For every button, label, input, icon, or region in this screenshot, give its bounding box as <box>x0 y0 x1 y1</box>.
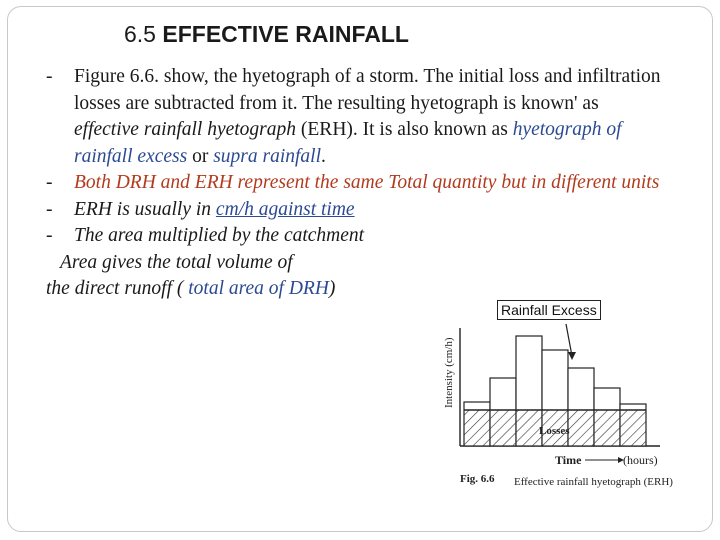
bullet-1: - Figure 6.6. show, the hyetograph of a … <box>46 66 661 167</box>
bullet-2: - Both DRH and ERH represent the same To… <box>46 172 660 193</box>
callout-arrow <box>565 323 573 357</box>
slide-title: 6.5 EFFECTIVE RAINFALL <box>124 21 409 48</box>
y-axis-label: Intensity (cm/h) <box>443 337 455 408</box>
figure-number: Fig. 6.6 <box>460 473 495 485</box>
bullet-4: - The area multiplied by the catchment <box>46 225 365 246</box>
units-link[interactable]: cm/h against time <box>215 198 355 220</box>
hours-label: (hours) <box>623 453 658 467</box>
losses-band <box>463 409 647 447</box>
rainfall-excess-callout: Rainfall Excess <box>497 300 601 320</box>
bullet-list: - Figure 6.6. show, the hyetograph of a … <box>46 64 666 303</box>
title-number: 6.5 <box>124 21 156 47</box>
bullet-3: - ERH is usually in cm/h against time <box>46 198 355 220</box>
title-text: EFFECTIVE RAINFALL <box>162 21 409 47</box>
figure-caption: Effective rainfall hyetograph (ERH) <box>514 476 673 488</box>
time-label: Time <box>555 453 582 467</box>
erh-figure: Intensity (cm/h) Losses Time (hours) Fig… <box>438 322 700 492</box>
losses-label: Losses <box>539 425 570 437</box>
bullet-4-continued: Area gives the total volume of the direc… <box>46 251 336 300</box>
